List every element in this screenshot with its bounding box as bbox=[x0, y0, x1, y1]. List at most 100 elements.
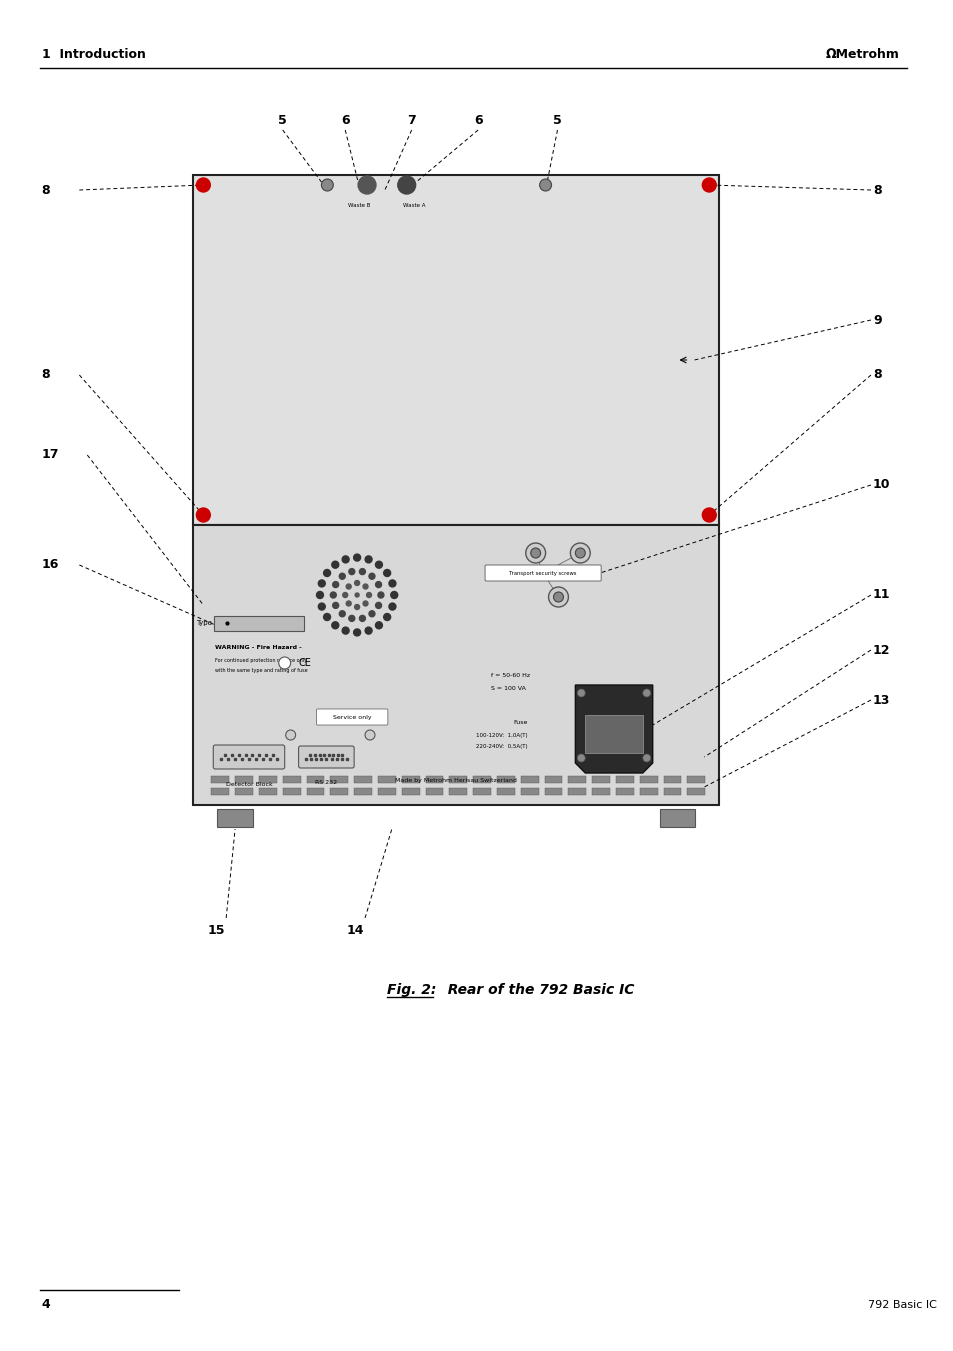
Bar bbox=[639, 775, 657, 784]
Text: Waste B: Waste B bbox=[348, 203, 370, 208]
Polygon shape bbox=[193, 176, 719, 526]
Circle shape bbox=[346, 601, 351, 607]
Text: Detector Block: Detector Block bbox=[225, 782, 272, 788]
FancyBboxPatch shape bbox=[214, 616, 303, 631]
Text: 11: 11 bbox=[872, 589, 889, 601]
Circle shape bbox=[342, 593, 347, 597]
Circle shape bbox=[383, 570, 390, 577]
Text: Fuse: Fuse bbox=[513, 720, 527, 725]
Bar bbox=[497, 788, 515, 794]
Bar bbox=[401, 775, 419, 784]
Text: Fig. 2:: Fig. 2: bbox=[387, 984, 436, 997]
Bar bbox=[544, 788, 562, 794]
Text: Transport security screws: Transport security screws bbox=[509, 570, 577, 576]
Circle shape bbox=[365, 627, 372, 634]
Bar bbox=[544, 775, 562, 784]
Bar bbox=[520, 775, 538, 784]
Polygon shape bbox=[193, 526, 719, 805]
Circle shape bbox=[389, 603, 395, 611]
Text: WARNING - Fire Hazard -: WARNING - Fire Hazard - bbox=[215, 644, 302, 650]
Circle shape bbox=[278, 657, 291, 669]
Circle shape bbox=[642, 689, 650, 697]
Circle shape bbox=[355, 593, 358, 597]
Text: CE: CE bbox=[298, 658, 311, 667]
Bar bbox=[568, 788, 586, 794]
Text: RS 232: RS 232 bbox=[315, 780, 337, 785]
Bar bbox=[687, 788, 704, 794]
Circle shape bbox=[342, 627, 349, 634]
Text: 6: 6 bbox=[474, 113, 482, 127]
Bar bbox=[330, 775, 348, 784]
Circle shape bbox=[333, 581, 338, 588]
Text: 792 Basic IC: 792 Basic IC bbox=[867, 1300, 936, 1310]
Circle shape bbox=[359, 569, 365, 574]
Bar bbox=[592, 775, 609, 784]
Circle shape bbox=[342, 555, 349, 563]
Bar bbox=[616, 788, 633, 794]
Text: 16: 16 bbox=[42, 558, 59, 571]
Text: 100-120V:  1,0A(T): 100-120V: 1,0A(T) bbox=[476, 734, 527, 738]
Circle shape bbox=[354, 630, 360, 636]
Circle shape bbox=[323, 570, 330, 577]
Bar bbox=[473, 788, 491, 794]
Text: 10: 10 bbox=[872, 478, 889, 492]
Bar bbox=[592, 788, 609, 794]
Text: 9: 9 bbox=[872, 313, 881, 327]
Bar bbox=[258, 788, 276, 794]
Circle shape bbox=[375, 621, 382, 628]
Circle shape bbox=[397, 176, 416, 195]
Circle shape bbox=[375, 561, 382, 569]
Circle shape bbox=[357, 176, 375, 195]
Circle shape bbox=[349, 616, 355, 621]
Circle shape bbox=[365, 555, 372, 563]
Text: 17: 17 bbox=[42, 449, 59, 462]
Bar bbox=[258, 775, 276, 784]
Bar bbox=[663, 775, 680, 784]
Text: f = 50-60 Hz: f = 50-60 Hz bbox=[491, 673, 530, 678]
Circle shape bbox=[365, 730, 375, 740]
Bar bbox=[663, 788, 680, 794]
Text: Rear of the 792 Basic IC: Rear of the 792 Basic IC bbox=[438, 984, 634, 997]
Circle shape bbox=[323, 613, 330, 620]
Bar bbox=[354, 788, 372, 794]
Bar bbox=[425, 788, 443, 794]
Circle shape bbox=[548, 586, 568, 607]
Bar bbox=[217, 809, 253, 827]
Bar bbox=[473, 775, 491, 784]
Text: 8: 8 bbox=[42, 369, 51, 381]
Bar bbox=[639, 788, 657, 794]
Circle shape bbox=[332, 561, 338, 569]
Text: S = 100 VA: S = 100 VA bbox=[491, 686, 525, 690]
Circle shape bbox=[196, 178, 210, 192]
Polygon shape bbox=[575, 685, 652, 773]
Circle shape bbox=[318, 603, 325, 611]
Bar bbox=[282, 775, 300, 784]
Circle shape bbox=[321, 178, 333, 190]
Circle shape bbox=[575, 549, 584, 558]
Circle shape bbox=[377, 592, 383, 598]
Text: 8: 8 bbox=[42, 184, 51, 196]
Bar bbox=[377, 788, 395, 794]
FancyBboxPatch shape bbox=[213, 744, 284, 769]
FancyBboxPatch shape bbox=[484, 565, 600, 581]
Circle shape bbox=[383, 613, 390, 620]
Bar bbox=[234, 788, 253, 794]
Text: 8: 8 bbox=[872, 369, 881, 381]
Bar bbox=[425, 775, 443, 784]
Circle shape bbox=[332, 621, 338, 628]
Circle shape bbox=[369, 611, 375, 617]
Circle shape bbox=[366, 593, 371, 597]
Circle shape bbox=[642, 754, 650, 762]
Circle shape bbox=[525, 543, 545, 563]
Text: Made by Metrohm Herisau Switzerland: Made by Metrohm Herisau Switzerland bbox=[395, 778, 517, 784]
Text: 15: 15 bbox=[208, 924, 225, 936]
Bar bbox=[211, 788, 229, 794]
Bar bbox=[520, 788, 538, 794]
Circle shape bbox=[354, 554, 360, 561]
Bar bbox=[568, 775, 586, 784]
Text: Waste A: Waste A bbox=[403, 203, 425, 208]
Bar bbox=[687, 775, 704, 784]
Circle shape bbox=[577, 754, 584, 762]
Circle shape bbox=[359, 616, 365, 621]
Text: 4: 4 bbox=[42, 1298, 51, 1312]
